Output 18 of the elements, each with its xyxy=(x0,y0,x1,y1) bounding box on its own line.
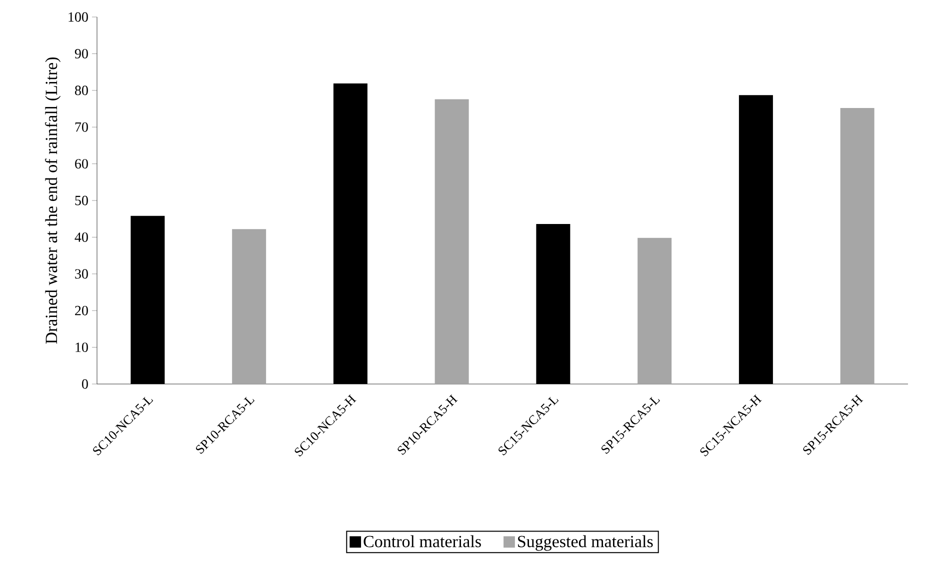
y-axis-title: Drained water at the end of rainfall (Litre) xyxy=(45,57,61,344)
y-tick-label: 10 xyxy=(76,342,88,352)
bar xyxy=(638,238,672,384)
y-tick-label: 100 xyxy=(68,12,88,22)
legend-label: Suggested materials xyxy=(518,535,653,551)
bar xyxy=(232,229,266,384)
y-tick-label: 70 xyxy=(75,122,88,132)
y-tick-label: 50 xyxy=(75,196,88,206)
y-tick-label: 20 xyxy=(75,306,88,316)
y-tick-label: 30 xyxy=(75,269,88,279)
y-tick-label: 40 xyxy=(74,232,88,242)
y-tick-label: 60 xyxy=(75,159,88,169)
y-tick-label: 90 xyxy=(74,48,88,58)
y-tick-label: 80 xyxy=(75,86,88,96)
bar xyxy=(434,99,469,384)
y-tick-label: 0 xyxy=(82,379,88,389)
bar xyxy=(840,108,874,384)
legend-label: Control materials xyxy=(364,535,481,548)
